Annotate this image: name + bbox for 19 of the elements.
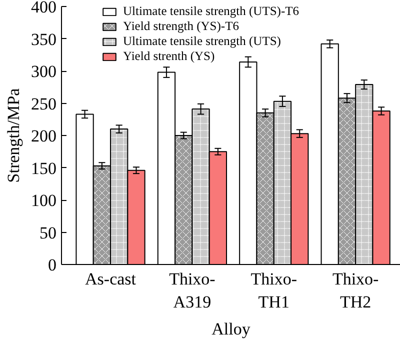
y-axis-title: Strength/MPa [4, 88, 23, 183]
y-tick-label: 350 [31, 30, 56, 49]
x-tick-label: As-cast [85, 270, 136, 288]
x-axis-title: Alloy [212, 319, 251, 338]
legend-label: Yield strength (YS)-T6 [123, 19, 239, 34]
y-tick-label: 400 [31, 0, 56, 16]
y-tick-label: 200 [31, 126, 56, 146]
x-tick-label: Thixo- A319 [169, 270, 216, 312]
legend-label: Yield strenth (YS) [123, 49, 215, 64]
x-tick-label: Thixo- TH2 [332, 270, 380, 312]
legend-label: Ultimate tensile strength (UTS)-T6 [123, 5, 300, 19]
legend-label: Ultimate tensile strength (UTS) [123, 34, 281, 49]
y-tick-label: 50 [40, 223, 56, 242]
y-tick-label: 250 [31, 94, 56, 114]
y-tick-label: 100 [31, 191, 56, 210]
x-tick-label: Thixo- TH1 [250, 270, 298, 312]
y-tick-label: 150 [31, 158, 56, 178]
y-tick-label: 0 [48, 256, 56, 274]
y-tick-label: 300 [31, 62, 56, 81]
